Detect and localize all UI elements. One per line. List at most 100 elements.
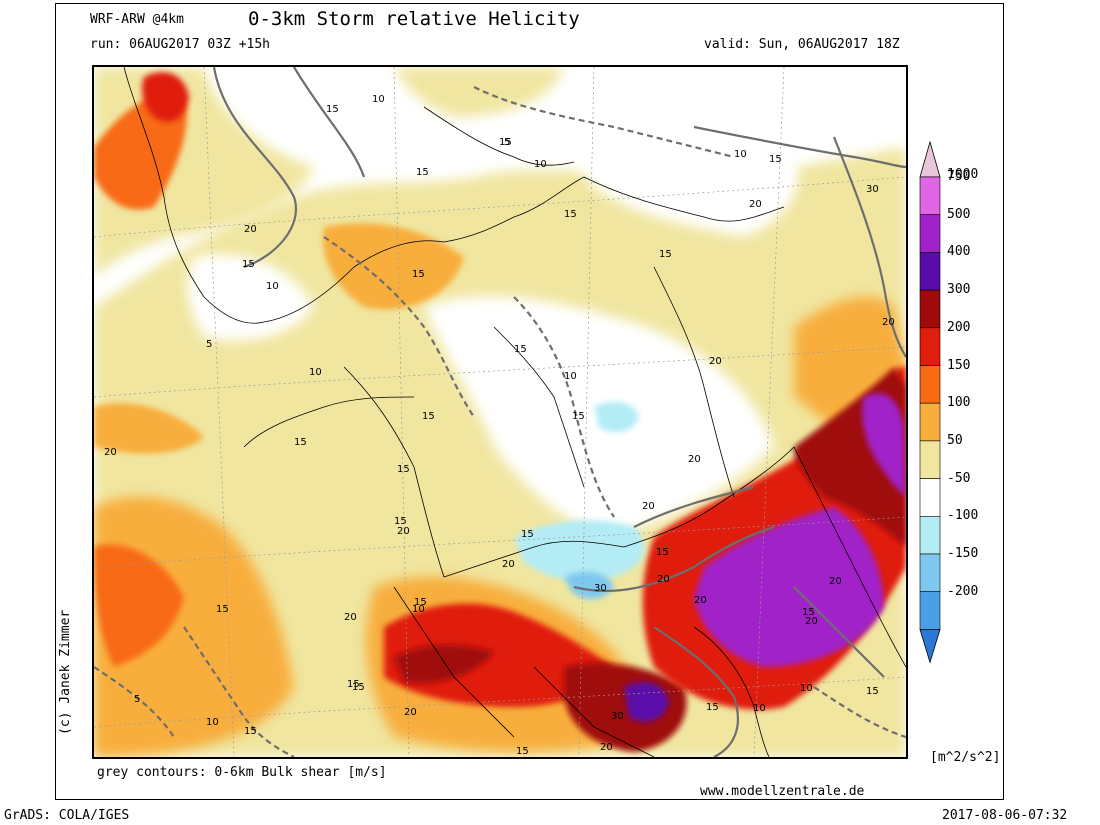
model-label: WRF-ARW @4km [90,12,184,27]
contour-label: 15 [244,726,257,737]
contour-label: 15 [516,746,529,757]
contour-label: 10 [534,159,547,170]
shear-contour [832,136,906,358]
legend-swatch [919,402,941,442]
contour-label: 20 [694,595,707,606]
contour-label: 5 [206,339,212,350]
contour-label: 30 [594,583,607,594]
contour-label: 20 [642,501,655,512]
legend-label: -200 [947,583,979,599]
shear-contour [653,626,739,757]
shear-contour [473,86,735,159]
legend-label: 200 [947,319,971,335]
legend-swatch [919,214,941,253]
contour-label: 15 [397,464,410,475]
contour-label: 10 [372,94,385,105]
field-lightblue-central [514,520,645,582]
map-title: 0-3km Storm relative Helicity [248,8,580,30]
legend-swatch [919,252,941,291]
contour-label: 15 [326,104,339,115]
contour-label: 15 [394,516,407,527]
credit-label: (c) Janek Zimmer [58,609,73,735]
country-borders [123,67,906,757]
shear-contours [94,67,906,757]
contour-label: 20 [829,576,842,587]
contour-label: 20 [344,612,357,623]
field-white-baltic [564,104,799,237]
contours-note: grey contours: 0-6km Bulk shear [m/s] [97,765,387,780]
contour-label: 15 [802,607,815,618]
field-lightblue-north [594,401,639,433]
contour-label: 20 [749,199,762,210]
shear-contour [323,236,475,418]
contour-label: 15 [769,154,782,165]
contour-label: 10 [800,683,813,694]
contour-label: 10 [266,281,279,292]
legend-label: 50 [947,432,963,448]
legend-label: 400 [947,244,971,260]
contour-label: 20 [404,707,417,718]
shear-contour [573,525,775,593]
contour-label: 10 [206,717,219,728]
legend-label: 150 [947,357,971,373]
contour-label: 5 [504,137,510,148]
contour-label: 15 [347,679,360,690]
contour-label: 10 [753,703,766,714]
contour-label: 20 [600,742,613,753]
shear-contour [212,67,297,269]
legend-label: -150 [947,546,979,561]
graticule-line [393,67,410,757]
border-line [393,586,515,738]
contour-label: 15 [416,167,429,178]
field-orange-southwest [94,544,184,667]
website-label: www.modellzentrale.de [700,784,865,799]
legend-label: 1000 [947,167,979,183]
legend-swatch [919,515,941,555]
contour-label: 20 [104,447,117,458]
field-lightorange-netherlands [323,223,464,310]
helicity-map: 15 10 15 5 15 10 15 10 15 20 30 15 20 15 10 5 10 15 15 10 20… [92,65,908,759]
shear-contour [793,586,885,678]
graticule-line [94,516,906,568]
contour-label: 15 [414,597,427,608]
border-line [693,626,770,757]
contour-label: 20 [244,224,257,235]
legend-swatch [919,327,941,366]
border-line [443,540,625,578]
contour-label: 30 [866,184,879,195]
shear-contour [183,626,295,757]
graticule-line [578,67,595,757]
contour-label: 15 [866,686,879,697]
legend-colorbar [919,140,941,664]
field-lightorange-france [94,403,204,454]
legend-label: 100 [947,395,971,411]
legend-label: 500 [947,206,971,222]
contour-label: 20 [805,616,818,627]
contour-label: 15 [521,529,534,540]
contour-label: 15 [499,137,512,148]
border-line [653,266,735,498]
border-line [583,176,785,222]
contour-label: 20 [688,454,701,465]
border-line [263,240,445,323]
border-line [423,106,575,166]
border-line [793,446,906,668]
shear-contour [293,67,366,178]
valid-label: valid: Sun, 06AUG2017 18Z [704,37,900,52]
shear-contour [813,686,906,739]
contour-label: 15 [422,411,435,422]
shear-contour [94,666,175,738]
graticule [94,67,906,757]
legend-label: 300 [947,282,971,298]
field-purple-hungary [694,507,884,667]
legend-swatch [919,365,941,404]
contour-label: 30 [611,711,624,722]
legend-swatch [919,478,941,517]
contour-label: 20 [709,356,722,367]
legend-swatch [919,591,941,630]
contour-label: 15 [659,249,672,260]
legend-unit: [m^2/s^2] [930,750,1001,765]
contour-label: 10 [734,149,747,160]
